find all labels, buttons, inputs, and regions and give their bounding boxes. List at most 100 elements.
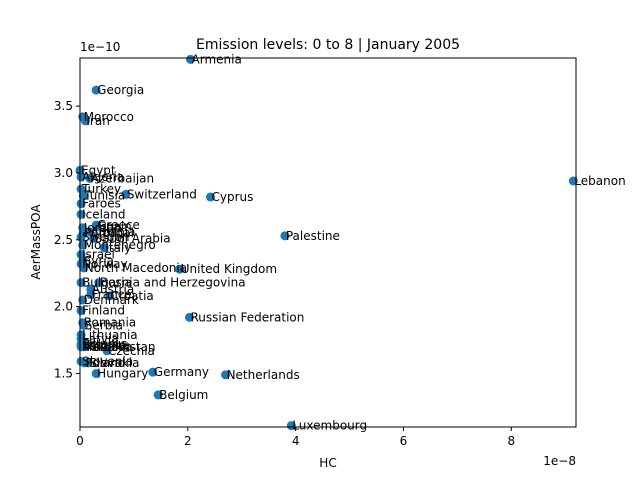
- point-label: Iran: [86, 114, 109, 128]
- y-tick-label: 1.5: [54, 367, 73, 381]
- point-label: Belarus: [82, 337, 127, 351]
- point-label: Croatia: [111, 289, 154, 303]
- y-tick-label: 2.5: [54, 233, 73, 247]
- point-label: Slovakia: [89, 356, 139, 370]
- point-label: Belgium: [159, 388, 208, 402]
- data-point: [78, 191, 88, 201]
- point-label: Iceland: [82, 207, 125, 221]
- data-point: [91, 369, 101, 379]
- x-axis-exponent: 1e−8: [543, 454, 576, 468]
- point-label: Moldova: [82, 340, 132, 354]
- data-point: [83, 358, 93, 368]
- point-label: Portugal: [84, 226, 134, 240]
- data-point: [85, 227, 95, 237]
- x-tick-label: 0: [76, 434, 84, 448]
- point-label: Lithuania: [82, 328, 138, 342]
- data-point: [86, 290, 96, 300]
- y-tick-label: 2.0: [54, 300, 73, 314]
- point-label: Albania: [91, 225, 136, 239]
- point-label: Czechia: [108, 344, 155, 358]
- data-point: [80, 116, 90, 126]
- point-label: Finland: [82, 304, 125, 318]
- data-point: [76, 278, 86, 288]
- point-label: North Macedonia: [85, 261, 187, 275]
- x-tick-label: 4: [292, 434, 300, 448]
- point-label: Kazakhstan: [86, 340, 155, 354]
- data-point: [280, 231, 290, 241]
- point-label: Slovenia: [82, 354, 133, 368]
- point-label: Hungary: [97, 367, 148, 381]
- point-label: Tunisia: [83, 189, 125, 203]
- point-label: Algeria: [82, 170, 124, 184]
- point-label: Sweden: [82, 230, 129, 244]
- point-label: Austria: [92, 282, 134, 296]
- point-label: Serbia: [85, 318, 123, 332]
- point-label: Ukraine: [84, 338, 130, 352]
- data-point: [205, 192, 215, 202]
- point-label: Estonia: [82, 338, 126, 352]
- point-label: Lebanon: [574, 174, 625, 188]
- data-point: [221, 370, 231, 380]
- point-label: Netherlands: [227, 368, 300, 382]
- data-point: [175, 264, 185, 274]
- point-label: Poland: [85, 356, 125, 370]
- data-point: [92, 221, 102, 231]
- point-label: Saudi Arabia: [94, 231, 170, 245]
- point-label: Montenegro: [84, 238, 156, 252]
- data-point: [76, 199, 86, 209]
- x-tick-label: 8: [507, 434, 515, 448]
- y-tick-label: 3.0: [54, 166, 73, 180]
- data-point: [91, 85, 101, 95]
- point-label: Turkey: [81, 182, 121, 196]
- point-label: Latvia: [82, 332, 119, 346]
- point-label: Georgia: [97, 83, 144, 97]
- point-label: Germany: [154, 365, 209, 379]
- point-label: Denmark: [84, 293, 139, 307]
- point-label: Morocco: [84, 110, 134, 124]
- point-label: Cyprus: [211, 190, 253, 204]
- data-point: [79, 263, 89, 273]
- data-point: [148, 367, 158, 377]
- data-point: [76, 209, 86, 219]
- point-label: Russian Federation: [190, 310, 304, 324]
- point-label: Azerbaijan: [91, 171, 154, 185]
- point-label: Armenia: [192, 52, 242, 66]
- point-label: Bosnia and Herzegovina: [100, 276, 246, 290]
- point-label: Spain: [98, 219, 132, 233]
- point-label: Bulgaria: [82, 276, 132, 290]
- data-point: [94, 278, 104, 288]
- x-tick-label: 2: [184, 434, 192, 448]
- point-label: Italy: [105, 241, 131, 255]
- x-axis-ticks: 0 2 4 6 8: [76, 427, 515, 448]
- points-layer: [75, 54, 578, 431]
- point-label: France: [92, 288, 132, 302]
- data-point: [76, 172, 86, 182]
- point-label: Egypt: [81, 163, 116, 177]
- y-axis-ticks: 1.5 2.0 2.5 3.0 3.5: [54, 99, 80, 381]
- point-label: United Kingdom: [181, 262, 277, 276]
- data-point: [153, 390, 163, 400]
- data-point: [121, 189, 131, 199]
- data-point: [184, 312, 194, 322]
- chart-title: Emission levels: 0 to 8 | January 2005: [196, 37, 460, 53]
- x-tick-label: 6: [400, 434, 408, 448]
- x-axis-label: HC: [319, 456, 336, 470]
- data-point: [88, 233, 98, 243]
- point-label: Syria: [84, 254, 114, 268]
- data-point: [102, 346, 112, 356]
- plot-frame: [79, 57, 577, 428]
- point-label: Romania: [84, 316, 136, 330]
- point-label: Faroes: [82, 197, 121, 211]
- point-label: Norway: [82, 257, 128, 271]
- y-axis-label: AerMassPOA: [29, 204, 43, 280]
- data-point: [286, 421, 296, 431]
- data-point: [99, 243, 109, 253]
- data-point: [186, 54, 196, 64]
- point-label: Palestine: [286, 229, 340, 243]
- y-tick-label: 3.5: [54, 99, 73, 113]
- point-label: Jordan: [83, 221, 122, 235]
- point-label: Luxembourg: [292, 419, 367, 433]
- data-point: [85, 173, 95, 183]
